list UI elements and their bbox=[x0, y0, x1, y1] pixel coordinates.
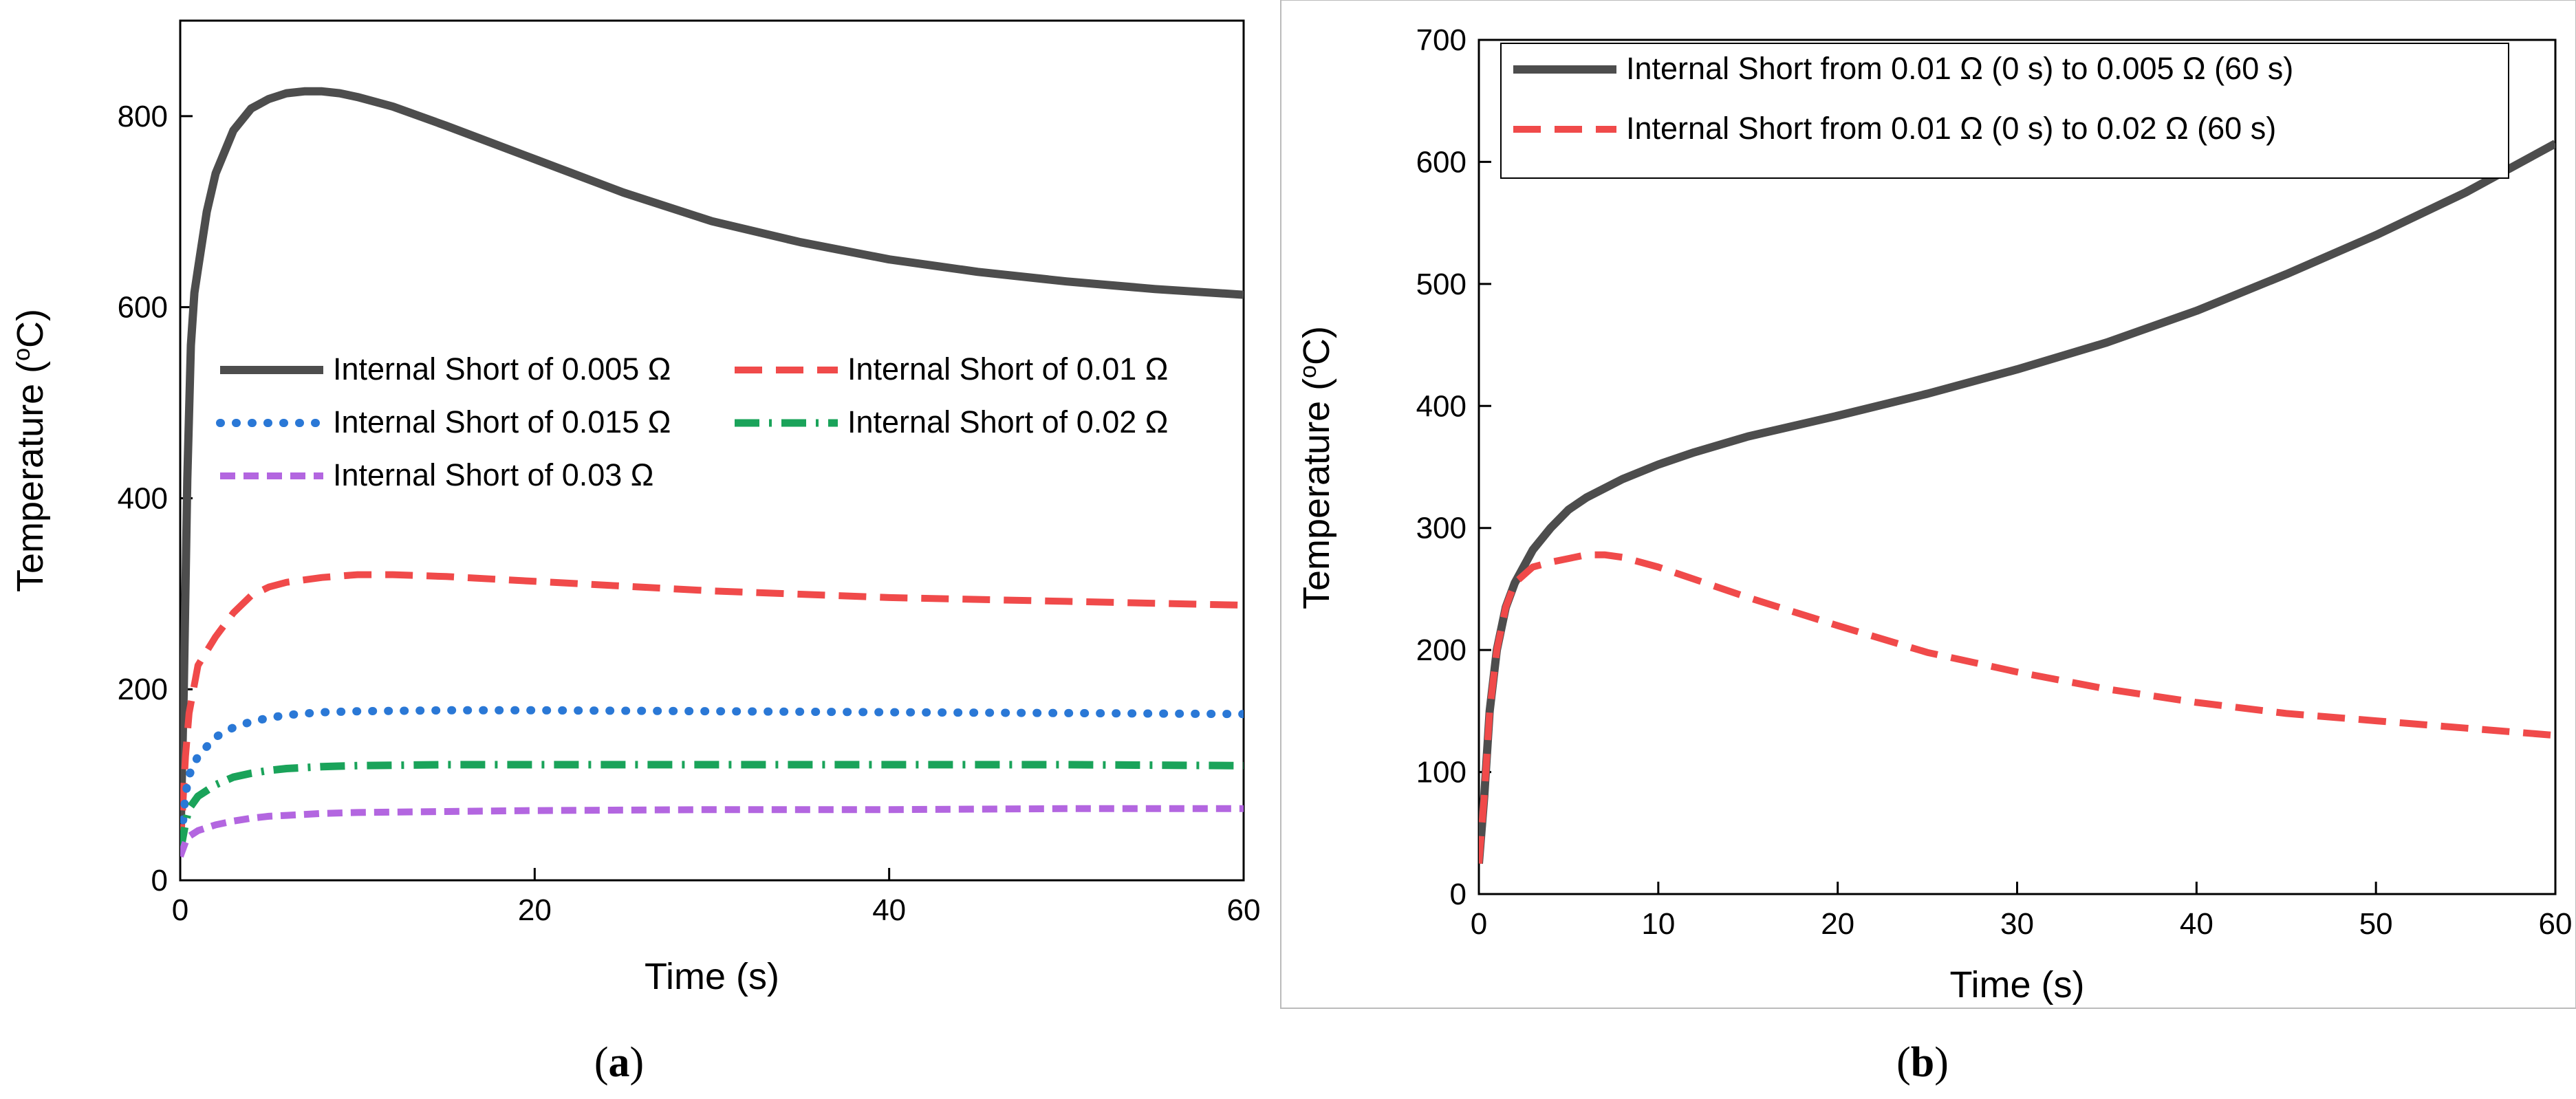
panel-label-open: ( bbox=[594, 1039, 609, 1086]
x-tick-label: 10 bbox=[1641, 907, 1675, 941]
y-tick-label: 600 bbox=[118, 291, 168, 325]
series-line-1 bbox=[1479, 140, 2555, 864]
y-axis-title: Temperature (oC) bbox=[9, 309, 51, 592]
series-line-3 bbox=[180, 706, 1244, 856]
y-axis-title-pre: Temperature ( bbox=[10, 361, 51, 592]
y-tick-label: 0 bbox=[1450, 878, 1466, 911]
panel-b-frame bbox=[1280, 0, 2576, 1009]
x-tick-label: 0 bbox=[1471, 907, 1487, 941]
legend-entry: Internal Short of 0.02 Ω bbox=[847, 404, 1168, 439]
panel-label-close: ) bbox=[1934, 1039, 1949, 1086]
y-axis-title-sup: o bbox=[1295, 365, 1321, 378]
y-axis-title: Temperature (oC) bbox=[1295, 326, 1337, 609]
y-tick-label: 100 bbox=[1416, 756, 1466, 790]
legend-entry: Internal Short from 0.01 Ω (0 s) to 0.00… bbox=[1626, 51, 2293, 86]
legend-entry: Internal Short from 0.01 Ω (0 s) to 0.02… bbox=[1626, 111, 2276, 146]
y-tick-label: 600 bbox=[1416, 145, 1466, 179]
y-tick-label: 400 bbox=[1416, 389, 1466, 423]
x-tick-label: 30 bbox=[2000, 907, 2034, 941]
y-axis-title-post: C) bbox=[1296, 326, 1337, 365]
y-tick-label: 500 bbox=[1416, 268, 1466, 301]
x-tick-label: 0 bbox=[172, 893, 188, 927]
x-tick-label: 50 bbox=[2359, 907, 2393, 941]
series-line-4 bbox=[180, 761, 1244, 853]
chart-panel-b: 0 10 20 30 40 50 600100200300400500600700Time … bbox=[1295, 23, 2572, 1086]
legend-entry: Internal Short of 0.01 Ω bbox=[847, 351, 1168, 387]
x-tick-label: 40 bbox=[872, 893, 906, 927]
y-tick-label: 0 bbox=[151, 864, 168, 897]
panel-label-letter: a bbox=[609, 1039, 630, 1086]
legend: Internal Short of 0.005 Ω Internal Short … bbox=[216, 351, 1168, 492]
legend-entry: Internal Short of 0.015 Ω bbox=[333, 404, 671, 439]
series-line-5 bbox=[180, 805, 1244, 858]
series-line-2 bbox=[1479, 551, 2555, 864]
x-tick-label: 60 bbox=[2539, 907, 2573, 941]
x-tick-label: 20 bbox=[1821, 907, 1854, 941]
y-tick-label: 300 bbox=[1416, 512, 1466, 545]
y-tick-label: 400 bbox=[118, 481, 168, 515]
y-tick-label: 800 bbox=[118, 100, 168, 133]
series-group bbox=[1479, 140, 2555, 864]
x-axis-title: Time (s) bbox=[645, 956, 779, 997]
x-tick-label: 20 bbox=[518, 893, 552, 927]
legend-entry: Internal Short of 0.03 Ω bbox=[333, 457, 653, 492]
y-tick-label: 700 bbox=[1416, 23, 1466, 57]
y-axis-title-pre: Temperature ( bbox=[1296, 378, 1337, 609]
series-line-2 bbox=[180, 571, 1244, 852]
panel-label: (a) bbox=[594, 1039, 644, 1086]
panel-label: (b) bbox=[1896, 1039, 1949, 1086]
plot-area-frame bbox=[179, 19, 1245, 882]
series-line-1 bbox=[180, 87, 1244, 852]
panel-label-close: ) bbox=[630, 1039, 645, 1086]
y-axis-title-post: C) bbox=[10, 309, 51, 348]
legend-frame bbox=[1500, 43, 2509, 179]
legend: Internal Short from 0.01 Ω (0 s) to 0.00… bbox=[1500, 43, 2509, 179]
y-tick-label: 200 bbox=[1416, 633, 1466, 667]
y-tick-label: 200 bbox=[118, 673, 168, 706]
panel-label-open: ( bbox=[1896, 1039, 1911, 1086]
x-tick-label: 60 bbox=[1227, 893, 1261, 927]
panel-label-letter: b bbox=[1911, 1039, 1934, 1086]
x-tick-label: 40 bbox=[2180, 907, 2214, 941]
series-group bbox=[180, 87, 1244, 858]
y-axis-title-sup: o bbox=[9, 348, 35, 361]
x-axis-title: Time (s) bbox=[1950, 964, 2085, 1005]
legend-entry: Internal Short of 0.005 Ω bbox=[333, 351, 671, 387]
